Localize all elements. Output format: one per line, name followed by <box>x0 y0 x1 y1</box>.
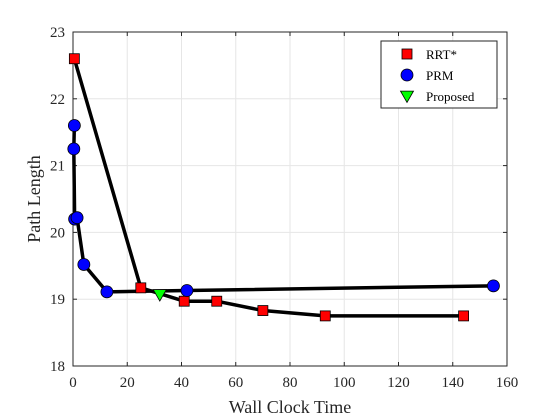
axis-ticks: 0 20 40 60 80 100 120 140 160 18 19 20 21 22 23 <box>50 25 518 391</box>
prm-point <box>100 285 114 299</box>
y-axis-label: Path Length <box>24 155 44 243</box>
legend: RRT* PRM Proposed <box>380 40 498 109</box>
y-tick-label: 22 <box>50 92 65 108</box>
legend-box <box>380 40 498 109</box>
x-tick-label: 120 <box>387 375 410 391</box>
prm-point <box>67 142 81 156</box>
prm-point <box>180 284 194 297</box>
prm-point <box>487 279 500 293</box>
prm-point <box>70 211 84 225</box>
x-tick-label: 140 <box>442 375 465 391</box>
y-tick-label: 21 <box>50 159 65 175</box>
prm-point <box>67 119 81 132</box>
x-tick-label: 0 <box>69 375 77 391</box>
legend-rrt-marker <box>401 48 413 60</box>
x-axis-label: Wall Clock Time <box>229 397 352 417</box>
x-tick-label: 20 <box>120 375 135 391</box>
prm-point <box>77 258 91 271</box>
x-tick-label: 60 <box>228 375 243 391</box>
y-tick-label: 19 <box>50 292 65 308</box>
y-tick-label: 23 <box>50 25 65 41</box>
x-tick-label: 100 <box>333 375 356 391</box>
legend-proposed-label: Proposed <box>426 89 475 104</box>
legend-prm-label: PRM <box>426 68 454 83</box>
series-markers <box>67 53 500 322</box>
y-tick-label: 18 <box>50 359 65 375</box>
rrt-point <box>178 295 190 307</box>
rrt-point <box>211 295 223 307</box>
x-tick-label: 40 <box>174 375 189 391</box>
rrt-point <box>319 310 331 322</box>
x-tick-label: 80 <box>283 375 298 391</box>
rrt-point <box>135 282 147 294</box>
y-tick-label: 20 <box>50 225 65 241</box>
legend-proposed-marker <box>399 90 415 104</box>
prm-line <box>72 125 494 294</box>
rrt-point <box>458 310 470 322</box>
legend-prm-marker <box>400 68 414 82</box>
legend-rrt-label: RRT* <box>426 47 457 62</box>
rrt-point <box>257 305 269 316</box>
rrt-point <box>68 53 80 65</box>
x-tick-label: 160 <box>496 375 519 391</box>
proposed-point <box>152 289 167 302</box>
